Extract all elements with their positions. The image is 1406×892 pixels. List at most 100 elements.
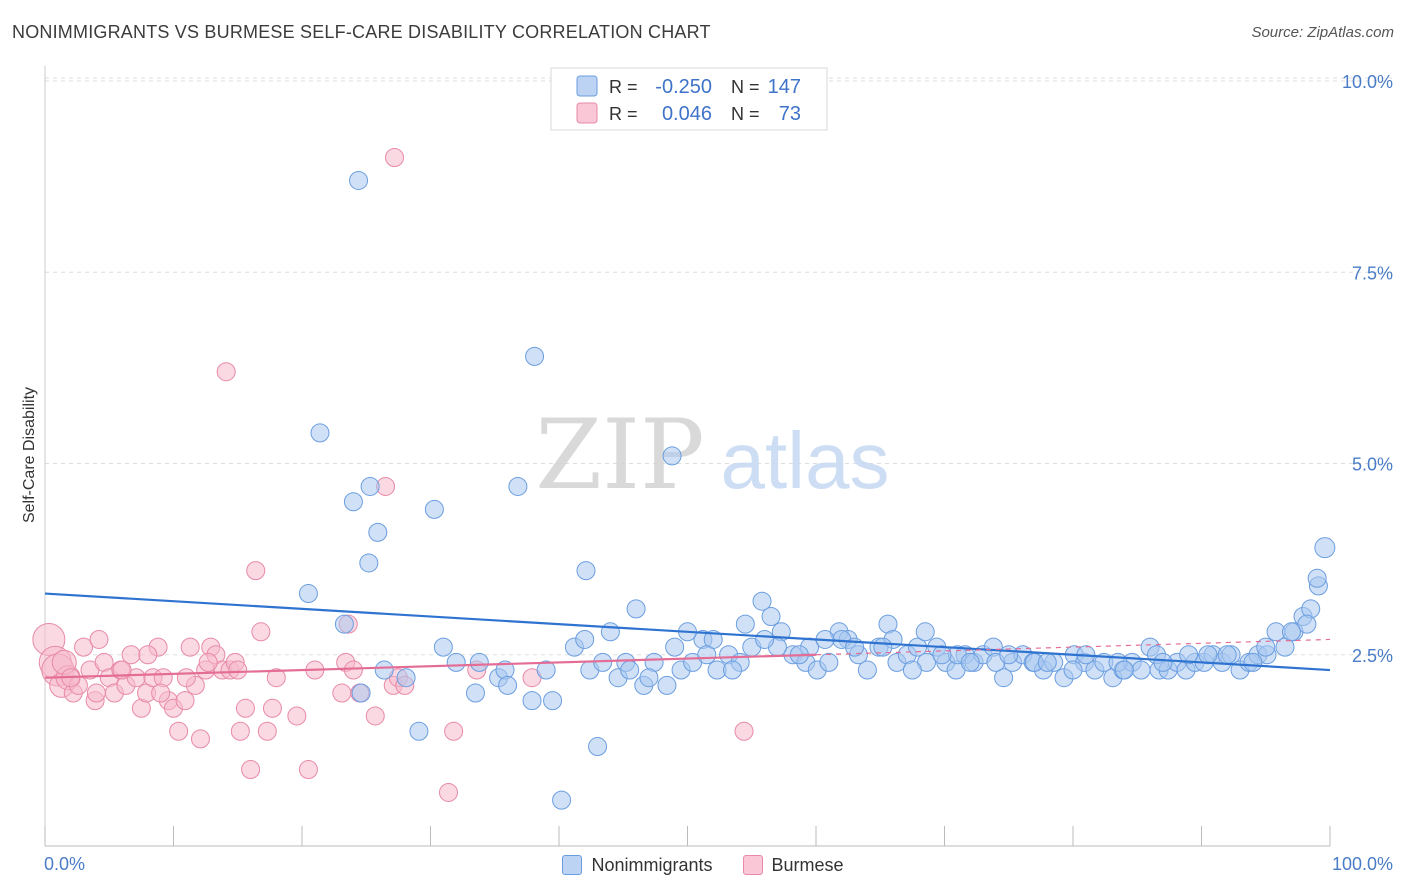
legend-r-value-2: 0.046	[662, 103, 712, 125]
burmese-point-67	[138, 645, 158, 665]
burmese-point-45	[298, 760, 318, 779]
burmese-point-7	[74, 637, 94, 657]
burmese-point-58	[444, 721, 464, 741]
burmese-point-43	[262, 698, 282, 718]
burmese-point-44	[287, 706, 307, 726]
nonimmigrants-point-102	[575, 629, 595, 649]
nonimmigrants-point-144	[1198, 645, 1218, 665]
burmese-point-52	[365, 706, 385, 726]
burmese-point-65	[86, 683, 106, 703]
nonimmigrants-trend-line	[44, 592, 1331, 672]
burmese-point-42	[257, 721, 277, 741]
burmese-point-26	[175, 691, 195, 711]
nonimmigrants-point-40	[752, 591, 772, 611]
legend-bottom: Nonimmigrants Burmese	[0, 852, 1406, 878]
legend-swatch-burmese	[576, 102, 598, 124]
burmese-point-69	[176, 668, 196, 688]
nonimmigrants-point-11	[298, 584, 318, 604]
burmese-point-47	[332, 683, 352, 703]
nonimmigrants-point-119	[1256, 637, 1276, 657]
burmese-point-71	[228, 660, 248, 680]
nonimmigrants-point-41	[761, 607, 781, 626]
nonimmigrants-point-105	[735, 614, 755, 634]
nonimmigrants-point-145	[1243, 652, 1263, 672]
nonimmigrants-point-14	[396, 668, 416, 688]
legend-swatch-burmese	[742, 855, 763, 875]
nonimmigrants-point-18	[465, 683, 485, 703]
trend-layer	[44, 592, 1331, 679]
nonimmigrants-point-114	[1063, 660, 1083, 680]
nonimmigrants-point-103	[600, 622, 620, 642]
nonimmigrants-point-15	[409, 721, 429, 741]
nonimmigrants-point-32	[657, 675, 677, 695]
nonimmigrants-point-131	[755, 629, 775, 649]
nonimmigrants-point-12	[334, 614, 354, 634]
nonimmigrants-point-146	[1281, 622, 1301, 642]
x-tick-label-0: 0.0%	[44, 854, 85, 874]
legend-swatch-nonimmigrants	[562, 855, 583, 875]
nonimmigrants-point-136	[902, 660, 922, 680]
burmese-point-57	[438, 782, 458, 802]
burmese-point-25	[169, 721, 189, 741]
nonimmigrants-point-26	[593, 652, 613, 672]
y-tick-label-0: 2.5%	[1352, 646, 1393, 666]
y-tick-labels: 2.5% 5.0% 7.5% 10.0%	[1342, 72, 1393, 666]
burmese-trend-line	[44, 653, 817, 679]
nonimmigrants-point-3	[662, 446, 682, 466]
nonimmigrants-point-100	[1297, 614, 1317, 634]
legend-r-label-2: R =	[609, 104, 638, 124]
legend-label-burmese: Burmese	[771, 854, 844, 875]
burmese-point-39	[241, 760, 261, 779]
burmese-point-50	[343, 660, 363, 680]
legend-n-label-2: N =	[731, 104, 760, 124]
nonimmigrants-point-123	[536, 660, 556, 680]
nonimmigrants-point-140	[1037, 652, 1057, 672]
source-label: Source: ZipAtlas.com	[1251, 24, 1394, 41]
nonimmigrants-point-10	[576, 561, 596, 581]
legend-swatch-nonimmigrants	[576, 75, 598, 97]
nonimmigrants-point-121	[446, 652, 466, 672]
nonimmigrants-point-127	[665, 637, 685, 657]
legend-item-burmese: Burmese	[742, 854, 844, 876]
burmese-point-62	[385, 148, 405, 167]
nonimmigrants-point-110	[915, 622, 935, 642]
nonimmigrants-point-130	[722, 660, 742, 680]
nonimmigrants-point-17	[469, 652, 489, 672]
legend-r-value-1: -0.250	[655, 76, 712, 98]
nonimmigrants-point-122	[498, 675, 518, 695]
nonimmigrants-point-29	[626, 599, 646, 619]
nonimmigrants-point-124	[588, 737, 608, 757]
nonimmigrants-point-5	[360, 476, 380, 496]
burmese-point-40	[246, 561, 266, 581]
y-tick-label-1: 5.0%	[1352, 455, 1393, 475]
legend-top: R = -0.250 N = 147 R = 0.046 N = 73	[550, 67, 828, 131]
legend-r-label-1: R =	[609, 77, 638, 97]
nonimmigrants-point-8	[368, 522, 388, 542]
nonimmigrants-point-50	[857, 660, 877, 680]
legend-label-nonimmigrants: Nonimmigrants	[591, 854, 713, 875]
nonimmigrants-point-126	[639, 668, 659, 688]
nonimmigrants-point-78	[1131, 660, 1151, 680]
burmese-point-38	[235, 698, 255, 718]
nonimmigrants-point-64	[994, 668, 1014, 688]
nonimmigrants-point-143	[1153, 652, 1173, 672]
nonimmigrants-point-99	[1314, 537, 1336, 559]
y-tick-label-3: 10.0%	[1342, 72, 1393, 92]
nonimmigrants-point-118	[1217, 645, 1237, 665]
nonimmigrants-point-4	[508, 476, 528, 496]
watermark-atlas: atlas	[721, 416, 890, 505]
nonimmigrants-point-23	[552, 790, 572, 810]
nonimmigrants-point-21	[522, 691, 542, 711]
nonimmigrants-point-137	[932, 645, 952, 665]
burmese-point-29	[190, 729, 210, 749]
legend-n-value-2: 73	[779, 103, 801, 125]
nonimmigrants-point-13	[374, 660, 394, 680]
y-tick-label-2: 7.5%	[1352, 263, 1393, 283]
y-axis-label: Self-Care Disability	[21, 387, 38, 523]
nonimmigrants-point-142	[1114, 660, 1134, 680]
nonimmigrants-point-1	[525, 346, 545, 366]
legend-n-label-1: N =	[731, 77, 760, 97]
nonimmigrants-point-101	[1307, 568, 1327, 588]
nonimmigrants-point-7	[424, 499, 444, 519]
